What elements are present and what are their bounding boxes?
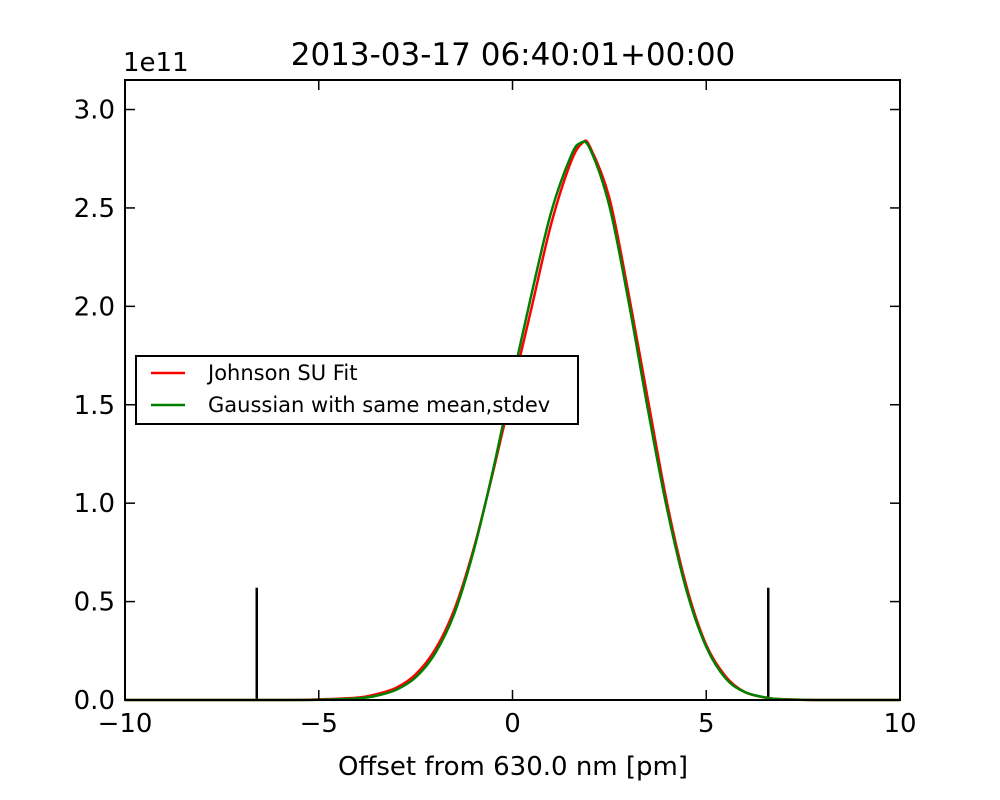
x-tick-label: −10 (98, 709, 153, 739)
plot-area (125, 139, 900, 702)
x-tick-label: −5 (300, 709, 338, 739)
y-tick-label: 0.0 (74, 686, 115, 716)
x-tick-label: 10 (883, 709, 916, 739)
y-tick-label: 1.5 (74, 391, 115, 421)
x-tick-label: 0 (504, 709, 521, 739)
series-line-johnson-su (125, 139, 900, 702)
y-tick-label: 0.5 (74, 588, 115, 618)
legend-label-johnson: Johnson SU Fit (206, 361, 357, 385)
y-tick-label: 2.0 (74, 292, 115, 322)
chart-title: 2013-03-17 06:40:01+00:00 (291, 37, 736, 73)
x-axis-label: Offset from 630.0 nm [pm] (338, 752, 688, 782)
legend: Johnson SU Fit Gaussian with same mean,s… (135, 355, 579, 425)
y-tick-label: 1.0 (74, 489, 115, 519)
series-line-gaussian (125, 140, 900, 702)
legend-box (135, 355, 579, 425)
y-offset-text: 1e11 (123, 48, 189, 78)
legend-label-gaussian: Gaussian with same mean,stdev (208, 393, 550, 417)
y-tick-label: 3.0 (74, 96, 115, 126)
x-tick-label: 5 (698, 709, 715, 739)
y-tick-label: 2.5 (74, 194, 115, 224)
axis-ticks: −10 −5 0 5 10 0.0 0.5 1.0 1.5 2.0 2.5 3.0 (74, 80, 917, 739)
